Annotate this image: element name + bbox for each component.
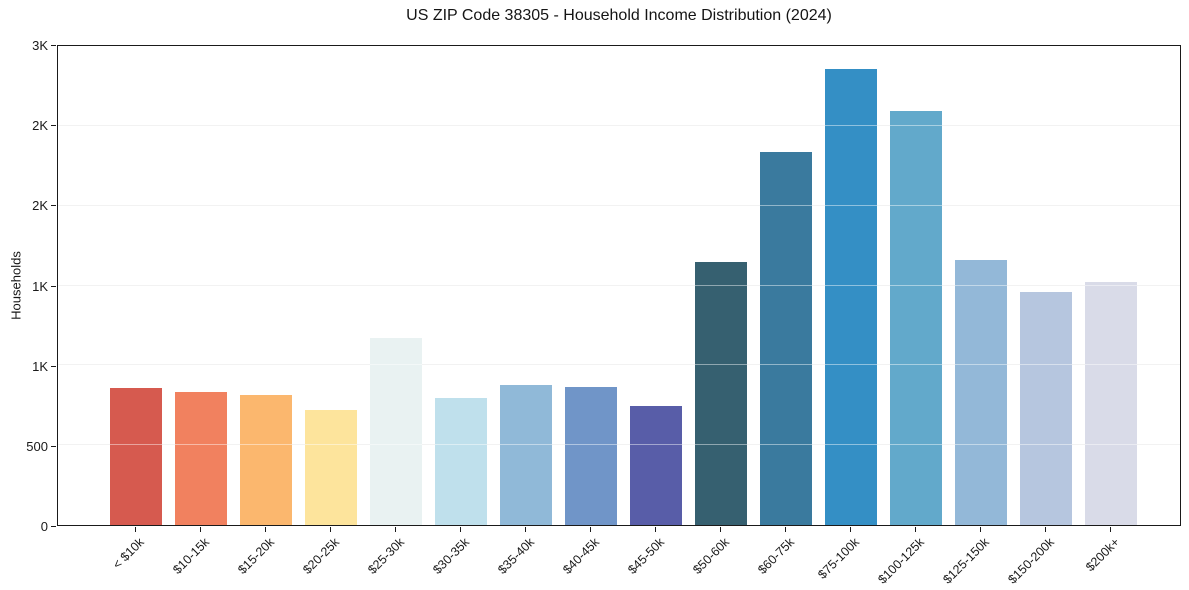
x-tick-label: $35-40k: [495, 535, 537, 577]
x-tick-label: $45-50k: [625, 535, 667, 577]
gridline-overlay: [58, 204, 1180, 206]
x-tick-label: $150-200k: [1005, 535, 1057, 587]
bar: [435, 397, 487, 525]
y-tick-mark: [51, 366, 56, 367]
x-tick-mark: [1045, 527, 1046, 532]
x-tick-mark: [200, 527, 201, 532]
x-tick-mark: [980, 527, 981, 532]
y-tick-label: 500: [26, 439, 48, 454]
x-tick-label: $75-100k: [815, 535, 862, 582]
gridline: [58, 204, 1180, 206]
x-tick-label: $50-60k: [690, 535, 732, 577]
y-tick-label: 2K: [32, 198, 48, 213]
gridline-overlay: [58, 444, 1180, 446]
bar: [240, 395, 292, 525]
x-tick-mark: [720, 527, 721, 532]
x-tick-label: $100-125k: [875, 535, 927, 587]
x-tick-label: $25-30k: [365, 535, 407, 577]
gridline: [58, 364, 1180, 366]
gridline: [58, 444, 1180, 446]
bar: [760, 152, 812, 525]
y-tick-label: 3K: [32, 38, 48, 53]
bar: [1085, 282, 1137, 525]
x-tick-mark: [395, 527, 396, 532]
x-tick-mark: [1110, 527, 1111, 532]
y-tick-mark: [51, 205, 56, 206]
x-tick-mark: [850, 527, 851, 532]
gridline-overlay: [58, 284, 1180, 286]
x-tick-mark: [460, 527, 461, 532]
x-tick-mark: [785, 527, 786, 532]
bar: [630, 406, 682, 525]
x-tick-label: < $10k: [110, 535, 147, 572]
bar: [695, 261, 747, 525]
plot-area: [57, 45, 1181, 526]
y-tick-label: 2K: [32, 118, 48, 133]
x-tick-label: $10-15k: [170, 535, 212, 577]
y-tick-label: 0: [40, 519, 48, 534]
bar: [825, 68, 877, 525]
y-tick-mark: [51, 125, 56, 126]
x-tick-mark: [655, 527, 656, 532]
bar: [565, 387, 617, 525]
x-tick-label: $40-45k: [560, 535, 602, 577]
x-tick-mark: [525, 527, 526, 532]
bar: [305, 410, 357, 525]
y-tick-label: 1K: [32, 359, 48, 374]
x-tick-label: $15-20k: [235, 535, 277, 577]
bar: [110, 387, 162, 525]
bar: [890, 110, 942, 525]
x-tick-mark: [330, 527, 331, 532]
bar: [370, 338, 422, 525]
x-tick-label: $30-35k: [430, 535, 472, 577]
gridline: [58, 284, 1180, 286]
x-tick-mark: [915, 527, 916, 532]
gridline-overlay: [58, 124, 1180, 126]
x-tick-label: $200k+: [1082, 535, 1122, 575]
bar: [955, 260, 1007, 525]
bar: [175, 392, 227, 525]
y-tick-mark: [51, 286, 56, 287]
x-tick-label: $125-150k: [940, 535, 992, 587]
x-tick-mark: [590, 527, 591, 532]
y-tick-mark: [51, 526, 56, 527]
bar: [500, 385, 552, 525]
x-tick-label: $60-75k: [755, 535, 797, 577]
x-tick-label: $20-25k: [300, 535, 342, 577]
y-tick-mark: [51, 45, 56, 46]
x-tick-mark: [265, 527, 266, 532]
bar: [1020, 292, 1072, 525]
gridline: [58, 124, 1180, 126]
chart-title: US ZIP Code 38305 - Household Income Dis…: [406, 7, 832, 24]
y-tick-label: 1K: [32, 279, 48, 294]
gridline-overlay: [58, 364, 1180, 366]
y-tick-mark: [51, 446, 56, 447]
x-tick-mark: [135, 527, 136, 532]
